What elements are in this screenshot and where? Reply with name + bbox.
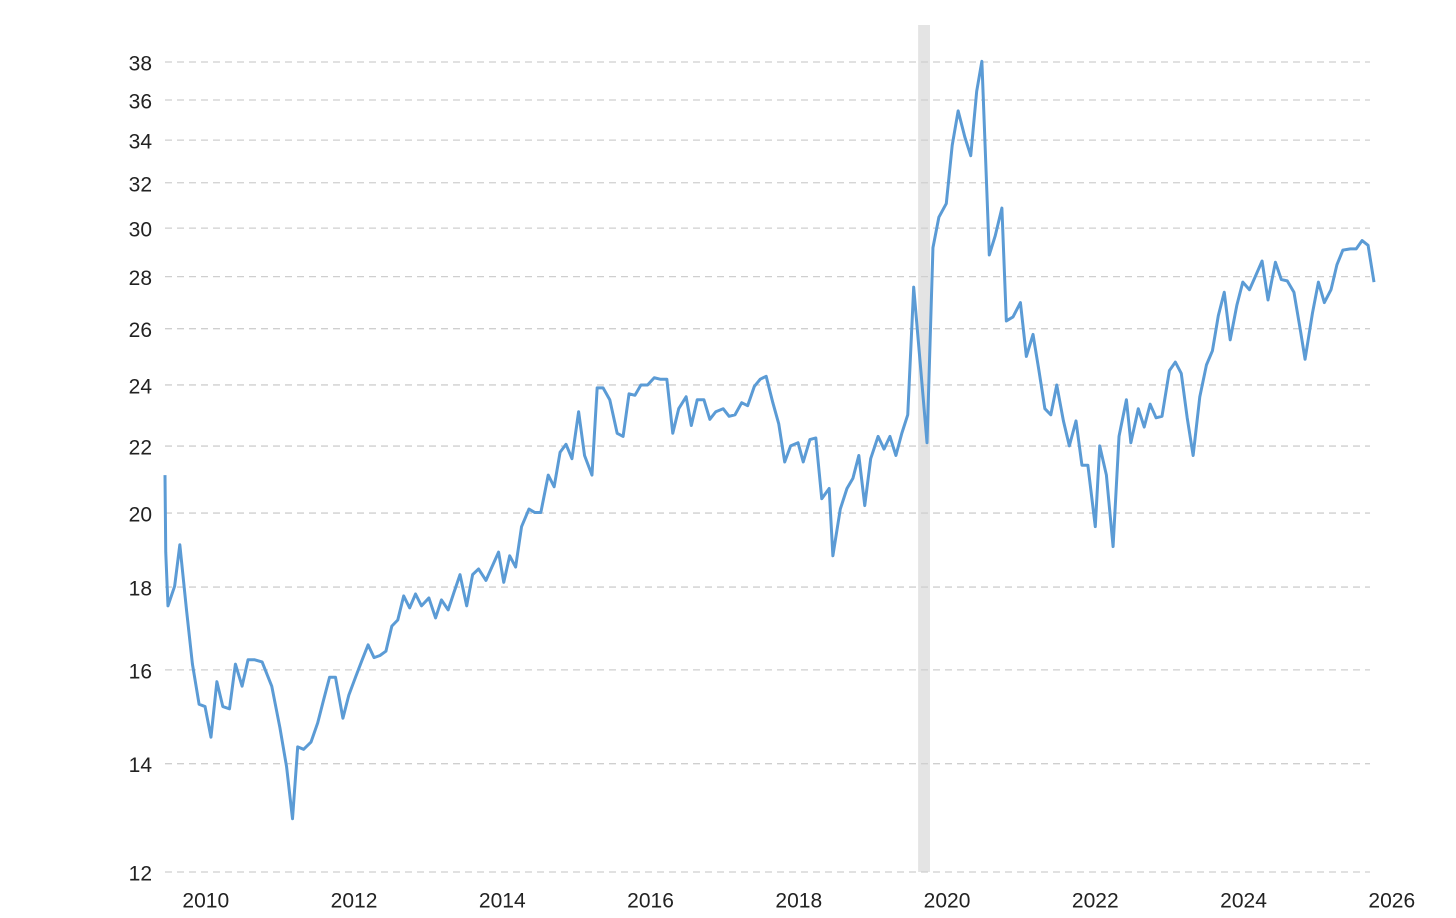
y-tick-label: 20 <box>129 504 152 527</box>
y-tick-label: 30 <box>129 219 152 242</box>
x-tick-label: 2022 <box>1072 890 1119 913</box>
y-tick-label: 28 <box>129 267 152 290</box>
y-tick-label: 18 <box>129 578 152 601</box>
x-tick-label: 2010 <box>182 890 229 913</box>
x-tick-label: 2026 <box>1368 890 1415 913</box>
y-tick-label: 16 <box>129 660 152 683</box>
y-tick-label: 26 <box>129 319 152 342</box>
y-tick-label: 36 <box>129 91 152 114</box>
x-tick-label: 2020 <box>924 890 971 913</box>
x-tick-label: 2014 <box>479 890 526 913</box>
shaded-band <box>918 25 930 872</box>
x-tick-label: 2016 <box>627 890 674 913</box>
y-tick-label: 14 <box>129 754 153 777</box>
line <box>163 59 1376 821</box>
y-tick-label: 38 <box>129 53 152 76</box>
y-tick-label: 24 <box>129 375 153 398</box>
y-tick-label: 12 <box>129 863 152 886</box>
y-tick-label: 32 <box>129 173 152 196</box>
x-tick-label: 2012 <box>331 890 378 913</box>
y-tick-label: 22 <box>129 437 152 460</box>
x-tick-label: 2024 <box>1220 890 1267 913</box>
x-tick-label: 2018 <box>775 890 822 913</box>
y-tick-label: 34 <box>129 131 153 154</box>
